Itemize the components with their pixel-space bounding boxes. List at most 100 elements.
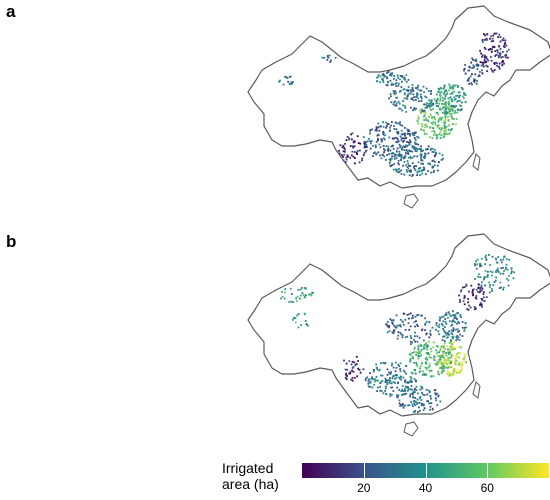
irrigation-cell [400,129,403,132]
irrigation-cell [412,395,414,398]
irrigation-cell [459,333,461,336]
irrigation-cell [454,98,456,101]
irrigation-cell [438,351,440,353]
irrigation-cell [465,361,467,363]
irrigation-cell [459,298,461,301]
irrigation-cell [385,324,388,326]
irrigation-cell [278,80,281,83]
irrigation-cell [407,382,409,384]
irrigation-cell [411,133,414,136]
irrigation-cell [451,373,453,376]
irrigation-cell [416,402,419,404]
irrigation-cell [379,75,382,78]
irrigation-cell [383,74,386,77]
irrigation-cell [414,325,416,328]
irrigation-cell [415,353,418,356]
irrigation-cell [498,33,501,36]
irrigation-cell [424,373,426,375]
irrigation-cell [326,55,329,57]
irrigation-cell [430,104,433,107]
irrigation-cell [395,104,398,107]
irrigation-cell [413,346,416,349]
irrigation-cell [491,255,494,258]
irrigation-cell [399,90,402,92]
irrigation-cell [377,126,380,129]
irrigation-cell [308,293,310,296]
irrigation-cell [362,154,365,156]
irrigation-cell [459,364,462,366]
irrigation-cell [419,409,421,412]
irrigation-cell [388,136,391,139]
irrigation-cell [375,126,378,128]
irrigation-cell [450,339,452,341]
irrigation-cell [478,291,481,294]
irrigation-cell [378,369,380,372]
irrigation-cell [420,155,423,158]
irrigation-cell [420,385,422,388]
irrigation-cell [348,372,350,375]
irrigation-cell [406,386,408,389]
irrigation-cell [414,141,417,144]
irrigation-cell [452,372,454,374]
irrigation-cell [388,130,391,132]
irrigation-cell [375,366,378,369]
irrigation-cell [382,362,385,364]
irrigation-cell [464,354,467,356]
irrigation-cell [399,121,401,124]
irrigation-cell [413,321,416,324]
irrigation-cell [438,107,441,109]
irrigation-cell [353,145,356,147]
irrigation-cell [436,164,439,167]
irrigation-cell [436,135,439,138]
irrigation-cell [439,356,442,358]
irrigation-cell [437,372,439,375]
irrigation-cell [485,254,487,257]
irrigation-cell [351,360,354,363]
irrigation-cell [408,169,411,172]
irrigation-cell [452,368,455,370]
irrigation-cell [355,355,358,358]
irrigation-cell [452,354,454,357]
irrigation-cell [388,97,390,100]
irrigation-cell [507,279,510,282]
irrigation-cell [431,117,433,120]
irrigation-cell [462,95,464,98]
irrigation-cell [425,362,428,365]
irrigation-cell [420,150,423,153]
irrigation-cell [395,150,398,152]
irrigation-cell [449,96,452,99]
irrigation-cell [495,276,497,279]
irrigation-cell [396,394,398,397]
irrigation-cell [429,408,431,411]
irrigation-cell [436,345,438,348]
irrigation-cell [457,352,460,354]
irrigation-cell [481,69,483,72]
irrigation-cell [412,317,414,319]
irrigation-cell [410,380,412,383]
irrigation-cell [472,64,475,67]
irrigation-cell [451,335,454,338]
irrigation-cell [369,381,372,384]
irrigation-cell [434,363,437,365]
irrigation-cell [444,125,446,128]
irrigation-cell [388,158,391,161]
irrigation-cell [404,137,406,140]
irrigation-cell [429,100,432,103]
irrigation-cell [296,314,299,317]
irrigation-cell [420,97,423,100]
irrigation-cell [421,386,424,389]
irrigation-cell [468,65,471,68]
irrigation-cell [500,286,502,289]
irrigation-cell [416,335,419,338]
irrigation-cell [405,152,407,155]
irrigation-cell [420,159,423,162]
irrigation-cell [427,389,430,392]
irrigation-cell [447,336,449,338]
irrigation-cell [449,346,452,348]
irrigation-cell [379,146,382,149]
irrigation-cell [426,400,428,403]
irrigation-cell [377,122,380,125]
irrigation-cell [460,87,463,89]
irrigation-cell [427,119,429,122]
irrigation-cell [407,388,410,391]
